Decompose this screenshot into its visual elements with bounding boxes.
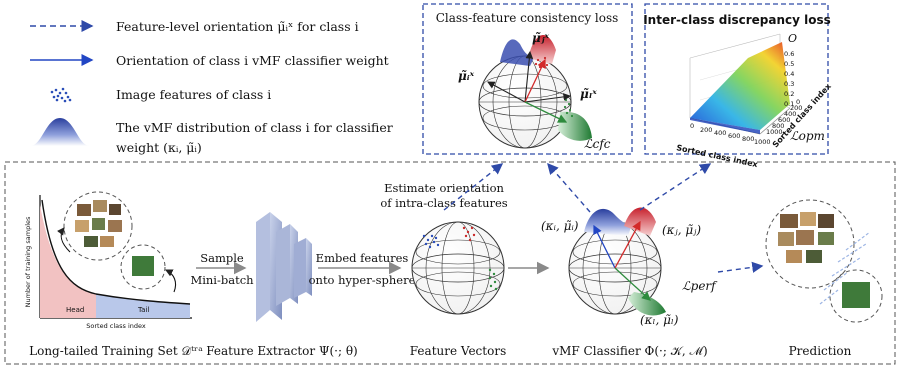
embed-label-2: onto hyper-sphere <box>309 273 416 287</box>
sample-minibatch-arrow: Sample Mini-batch <box>190 251 254 287</box>
feature-vectors-caption: Feature Vectors <box>410 344 506 358</box>
legend-image-features: Image features of class i <box>116 87 271 102</box>
training-set-caption: Long-tailed Training Set 𝒟ᵗʳᵃ <box>29 344 203 358</box>
vmf-distribution-icon <box>30 118 90 146</box>
cfc-vmf-blue <box>500 39 535 66</box>
legend-vmf-distribution: The vMF distribution of class i for clas… <box>116 120 393 135</box>
opm-z-label: O <box>788 32 797 45</box>
head-label: Head <box>66 306 84 314</box>
classifier-caption: vMF Classifier Φ(·; 𝒦, ℳ) <box>551 344 707 358</box>
cfc-label-i: μ̃ᵢˣ <box>458 69 475 83</box>
estimate-label-1: Estimate orientation <box>384 181 504 195</box>
prediction-tail-image <box>842 282 870 308</box>
prediction-images <box>778 212 834 263</box>
opm-x-tick: 600 <box>728 132 740 140</box>
feature-extractor: Feature Extractor Ψ(·; θ) <box>206 212 358 358</box>
cfc-vmf-red <box>528 35 556 64</box>
opm-y-tick: 400 <box>784 110 796 118</box>
opm-z-tick: 0.1 <box>784 100 794 108</box>
classifier-vmf-blue <box>584 208 632 236</box>
feature-vectors: Feature Vectors <box>410 221 506 358</box>
kappa-i-label: (κᵢ, μ̃ᵢ) <box>541 219 579 233</box>
embed-arrow: Embed features onto hyper-sphere <box>309 251 416 287</box>
prediction-caption: Prediction <box>789 344 852 358</box>
tail-region <box>96 294 190 318</box>
extractor-caption: Feature Extractor Ψ(·; θ) <box>206 344 357 358</box>
legend-vmf-distribution-2: weight (κᵢ, μ̃ᵢ) <box>116 140 202 155</box>
embed-label-1: Embed features <box>316 251 409 265</box>
opm-x-tick: 1000 <box>754 138 771 146</box>
cfc-title: Class-feature consistency loss <box>436 11 619 25</box>
sample-label-2: Mini-batch <box>190 273 254 287</box>
opm-y-tick: 800 <box>772 122 784 130</box>
opm-x-tick: 800 <box>742 135 754 143</box>
opm-loss: ℒopm <box>790 129 825 143</box>
head-sample-images <box>75 200 122 247</box>
opm-z-tick: 0.6 <box>784 50 794 58</box>
cfc-label-l: μ̃ₗˣ <box>580 87 597 101</box>
opm-z-tick: 0.5 <box>784 60 794 68</box>
opm-surface <box>690 42 790 130</box>
legend-classifier-orientation: Orientation of class i vMF classifier we… <box>116 53 389 68</box>
feature-scatter-red <box>462 226 476 242</box>
opm-y-tick: 600 <box>778 116 790 124</box>
prediction-tail-circle <box>829 269 883 323</box>
head-region <box>40 205 96 318</box>
cfc-panel: Class-feature consistency loss <box>422 3 633 155</box>
opm-x-tick: 400 <box>714 129 726 137</box>
estimate-label-2: of intra-class features <box>380 196 507 210</box>
training-ylabel: Number of training samples <box>24 216 32 307</box>
cfc-label-j: μ̃ⱼˣ <box>532 31 550 45</box>
feature-scatter-blue <box>422 234 440 249</box>
opm-panel: Inter-class discrepancy loss O 0.6 0.5 0… <box>643 3 834 169</box>
long-tail-curve <box>41 199 191 305</box>
opm-y-tick: 1000 <box>766 128 783 136</box>
opm-x-tick: 0 <box>690 122 694 130</box>
perf-loss: ℒperf <box>682 279 718 293</box>
tail-sample-image <box>132 256 154 276</box>
legend-feature-orientation: Feature-level orientation μ̃ᵢˣ for class… <box>116 19 359 34</box>
cfc-loss: ℒcfc <box>584 137 611 151</box>
classifier-vmf-green <box>628 292 666 316</box>
feature-scatter-icon <box>50 87 72 103</box>
prediction-decision-arrows <box>819 231 871 305</box>
legend: Feature-level orientation μ̃ᵢˣ for class… <box>30 19 393 155</box>
opm-y-tick: 0 <box>796 98 800 106</box>
prediction: Prediction <box>765 199 883 358</box>
opm-z-tick: 0.2 <box>784 90 794 98</box>
opm-x-tick: 200 <box>700 126 712 134</box>
tail-samples-circle <box>120 244 166 290</box>
kappa-l-label: (κₗ, μ̃ₗ) <box>640 313 679 327</box>
training-xlabel: Sorted class index <box>86 322 146 330</box>
opm-title: Inter-class discrepancy loss <box>643 13 831 27</box>
opm-y-tick: 200 <box>790 104 802 112</box>
training-set: Number of training samples Sorted class … <box>24 191 203 358</box>
tail-label: Tail <box>137 306 149 314</box>
pipeline-box <box>4 161 896 365</box>
vmf-classifier: (κᵢ, μ̃ᵢ) (κⱼ, μ̃ⱼ) (κₗ, μ̃ₗ) ℒperf vMF … <box>541 207 718 358</box>
opm-z-tick: 0.3 <box>784 80 794 88</box>
loss-arrows <box>443 162 764 273</box>
opm-z-tick: 0.4 <box>784 70 794 78</box>
kappa-j-label: (κⱼ, μ̃ⱼ) <box>662 223 701 237</box>
head-samples-circle <box>63 191 133 261</box>
feature-scatter-green <box>488 268 498 291</box>
sample-label-1: Sample <box>200 251 244 265</box>
